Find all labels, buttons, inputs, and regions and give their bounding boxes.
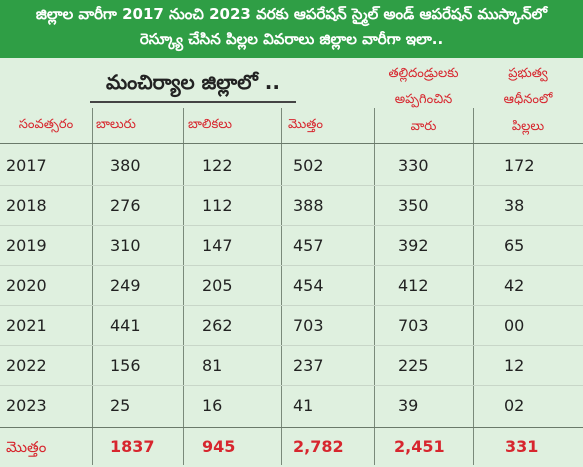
column-divider — [473, 108, 474, 465]
title-banner: జిల్లాల వారీగా 2017 నుంచి 2023 వరకు ఆపరే… — [0, 0, 583, 58]
header-parents-1: తల్లిదండ్రులకు — [388, 66, 459, 81]
cell-boys: 276 — [110, 196, 141, 215]
cell-govt: 65 — [504, 236, 525, 255]
cell-girls: 205 — [202, 276, 233, 295]
header-boys: బాలురు — [96, 117, 136, 132]
cell-govt: 12 — [504, 356, 525, 375]
cell-boys: 310 — [110, 236, 141, 255]
header-year: సంవత్సరం — [18, 117, 74, 132]
table-row: 2023 25 16 41 39 02 — [0, 386, 583, 426]
totals-divider — [0, 427, 583, 428]
table-row: 2021 441 262 703 703 00 — [0, 306, 583, 346]
cell-total: 454 — [293, 276, 324, 295]
cell-girls: 81 — [202, 356, 223, 375]
header-parents-2: అప్పగించిన — [394, 92, 453, 107]
cell-govt: 172 — [504, 156, 535, 175]
totals-girls: 945 — [202, 437, 236, 456]
table-row: 2018 276 112 388 350 38 — [0, 186, 583, 226]
title-line-1: జిల్లాల వారీగా 2017 నుంచి 2023 వరకు ఆపరే… — [35, 5, 548, 23]
totals-row: మొత్తం 1837 945 2,782 2,451 331 — [0, 427, 583, 467]
header-total: మొత్తం — [288, 117, 323, 132]
table-row: 2019 310 147 457 392 65 — [0, 226, 583, 266]
cell-boys: 25 — [110, 396, 131, 415]
cell-girls: 122 — [202, 156, 233, 175]
district-label: మంచిర్యాల జిల్లాలో .. — [90, 67, 296, 103]
cell-boys: 380 — [110, 156, 141, 175]
row-divider — [0, 265, 583, 266]
row-divider — [0, 185, 583, 186]
totals-govt: 331 — [505, 437, 539, 456]
column-divider — [281, 108, 282, 465]
header-divider — [0, 143, 583, 144]
totals-total: 2,782 — [293, 437, 344, 456]
table-row: 2020 249 205 454 412 42 — [0, 266, 583, 306]
header-parents-3: వారు — [410, 119, 437, 134]
cell-year: 2020 — [6, 276, 47, 295]
cell-girls: 147 — [202, 236, 233, 255]
cell-parents: 225 — [398, 356, 429, 375]
cell-govt: 02 — [504, 396, 525, 415]
header-govt-1: ప్రభుత్వ — [508, 66, 548, 81]
cell-year: 2022 — [6, 356, 47, 375]
totals-parents: 2,451 — [394, 437, 445, 456]
column-divider — [183, 108, 184, 465]
cell-boys: 156 — [110, 356, 141, 375]
cell-girls: 262 — [202, 316, 233, 335]
cell-total: 237 — [293, 356, 324, 375]
cell-parents: 412 — [398, 276, 429, 295]
cell-parents: 703 — [398, 316, 429, 335]
cell-parents: 39 — [398, 396, 419, 415]
row-divider — [0, 385, 583, 386]
header-govt-3: పిల్లలు — [511, 119, 545, 134]
cell-total: 41 — [293, 396, 314, 415]
cell-govt: 00 — [504, 316, 525, 335]
cell-girls: 16 — [202, 396, 223, 415]
header-govt-2: ఆధీనంలో — [503, 92, 553, 107]
cell-girls: 112 — [202, 196, 233, 215]
title-line-2: రెస్క్యూ చేసిన పిల్లల వివరాలు జిల్లాల వా… — [139, 30, 444, 48]
row-divider — [0, 305, 583, 306]
cell-parents: 350 — [398, 196, 429, 215]
totals-label: మొత్తం — [6, 438, 47, 456]
cell-year: 2021 — [6, 316, 47, 335]
cell-total: 703 — [293, 316, 324, 335]
cell-year: 2019 — [6, 236, 47, 255]
cell-year: 2023 — [6, 396, 47, 415]
cell-year: 2017 — [6, 156, 47, 175]
column-divider — [374, 108, 375, 465]
row-divider — [0, 345, 583, 346]
cell-boys: 249 — [110, 276, 141, 295]
cell-govt: 38 — [504, 196, 525, 215]
cell-total: 502 — [293, 156, 324, 175]
cell-total: 457 — [293, 236, 324, 255]
header-girls: బాలికలు — [188, 117, 232, 132]
cell-total: 388 — [293, 196, 324, 215]
totals-boys: 1837 — [110, 437, 155, 456]
cell-parents: 392 — [398, 236, 429, 255]
column-divider — [92, 108, 93, 465]
row-divider — [0, 225, 583, 226]
cell-year: 2018 — [6, 196, 47, 215]
table-row: 2017 380 122 502 330 172 — [0, 146, 583, 186]
cell-govt: 42 — [504, 276, 525, 295]
table-row: 2022 156 81 237 225 12 — [0, 346, 583, 386]
cell-boys: 441 — [110, 316, 141, 335]
cell-parents: 330 — [398, 156, 429, 175]
